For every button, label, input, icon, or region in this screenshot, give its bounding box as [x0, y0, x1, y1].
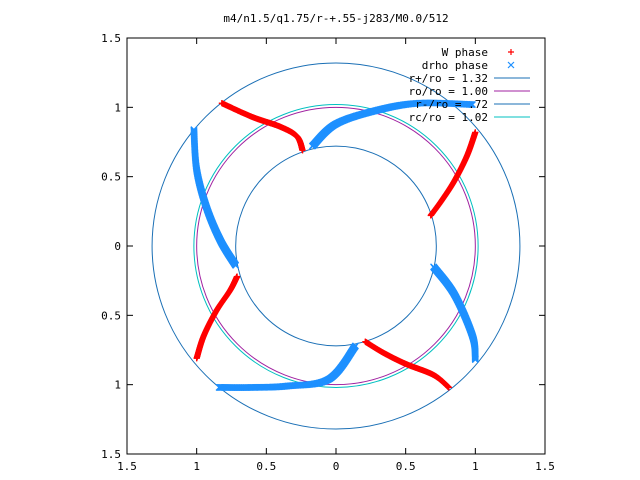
- y-tick-label: 1.5: [101, 448, 121, 461]
- drho-phase-point: [469, 101, 476, 108]
- axis-ticks: 1.5 1 0.5 0 0.5 1 1.51.510.500.511.5: [101, 32, 555, 473]
- legend-label: r-/ro = .72: [415, 98, 488, 111]
- x-tick-label: 0.5: [256, 460, 276, 473]
- circle-series-4: [235, 145, 437, 347]
- legend-label: ro/ro = 1.00: [409, 85, 488, 98]
- legend-swatch: [508, 49, 514, 55]
- y-tick-label: 0.5: [101, 309, 121, 322]
- y-tick-label: 1: [114, 379, 121, 392]
- series-1-arm-1: [430, 263, 479, 364]
- y-tick-label: 0.5: [101, 171, 121, 184]
- legend-label: W phase: [442, 46, 488, 59]
- series-1-arm-0: [308, 99, 476, 150]
- legend-swatch: [507, 61, 515, 69]
- y-tick-label: 1: [114, 101, 121, 114]
- series-0-arm-0: [218, 100, 306, 154]
- circle-series-3: [196, 106, 476, 386]
- x-tick-label: 0.5: [396, 460, 416, 473]
- circle-series-5: [193, 104, 479, 388]
- legend-label: drho phase: [422, 59, 488, 72]
- legend-label: r+/ro = 1.32: [409, 72, 488, 85]
- w-phase-point: [427, 212, 434, 219]
- drho-phase-point: [352, 342, 359, 350]
- series-0-arm-1: [427, 129, 479, 219]
- y-tick-label: 1.5: [101, 32, 121, 45]
- drho-phase-point: [232, 261, 240, 269]
- series-1-arm-2: [215, 342, 359, 391]
- x-tick-label: 1.5: [535, 460, 555, 473]
- series-1-arm-3: [190, 126, 240, 269]
- phase-points: [190, 99, 479, 391]
- drho-phase-point: [471, 356, 479, 364]
- chart-title: m4/n1.5/q1.75/r-+.55-j283/M0.0/512: [223, 12, 448, 25]
- x-tick-label: 1: [472, 460, 479, 473]
- x-tick-label: 0: [333, 460, 340, 473]
- w-phase-point: [299, 147, 306, 154]
- legend-label: rc/ro = 1.02: [409, 111, 488, 124]
- w-phase-point: [234, 273, 241, 280]
- radius-circles: [151, 62, 521, 430]
- x-tick-label: 1.5: [117, 460, 137, 473]
- series-0-arm-2: [362, 338, 452, 391]
- y-tick-label: 0: [114, 240, 121, 253]
- x-tick-label: 1: [193, 460, 200, 473]
- w-phase-point: [362, 338, 369, 345]
- circle-series-2: [151, 62, 521, 430]
- series-0-arm-3: [193, 273, 241, 362]
